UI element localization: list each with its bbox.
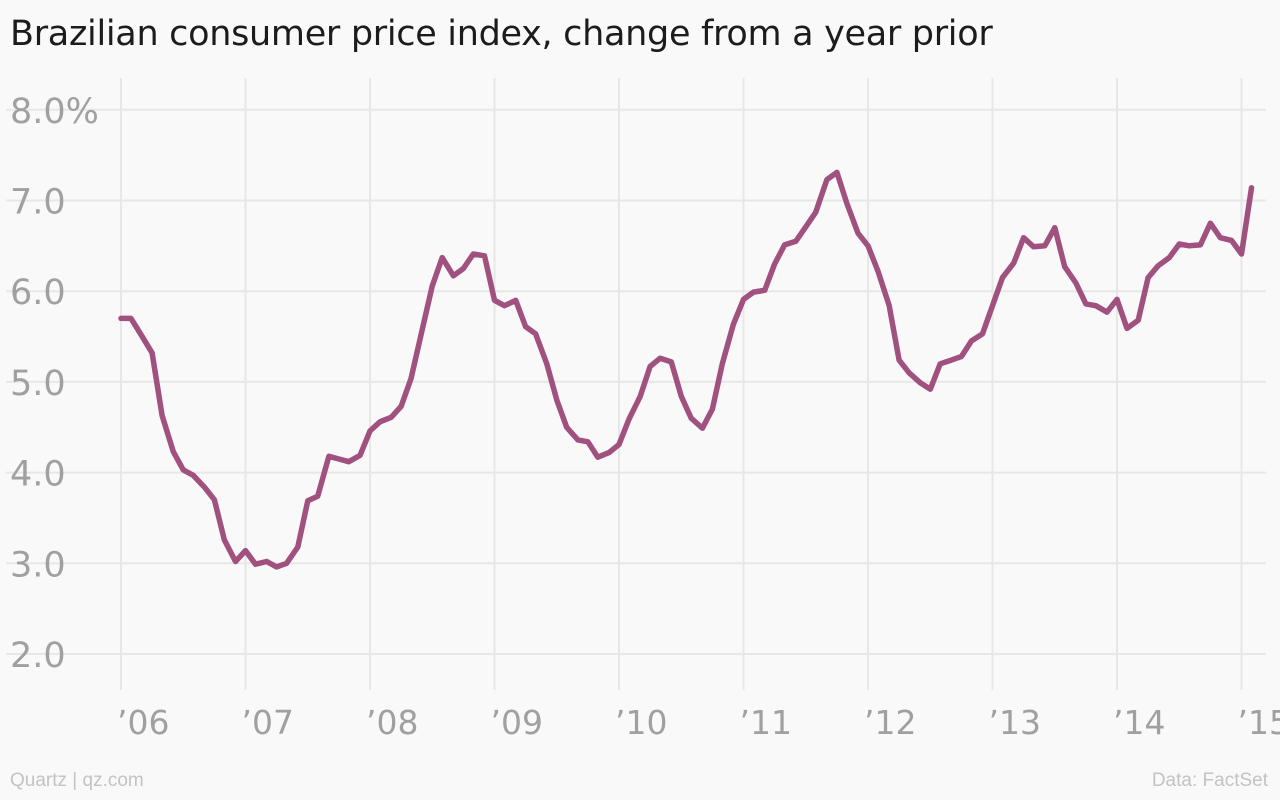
- horizontal-gridlines: [6, 108, 1266, 655]
- x-axis-tick-labels: ’06 ’07 ’08 ’09 ’10 ’11 ’12 ’13 ’14 ’15: [117, 703, 1280, 742]
- footer-source: Data: FactSet: [1151, 770, 1268, 791]
- footer-credit: Quartz | qz.com: [10, 770, 144, 791]
- x-tick-label: ’13: [989, 703, 1041, 742]
- vertical-gridlines: [120, 78, 1243, 690]
- x-tick-label: ’06: [117, 703, 169, 742]
- y-tick-label: 8.0%: [10, 92, 99, 132]
- x-tick-label: ’07: [242, 703, 294, 742]
- x-tick-label: ’14: [1113, 703, 1165, 742]
- y-tick-label: 3.0: [10, 545, 66, 585]
- x-tick-label: ’15: [1238, 703, 1280, 742]
- x-tick-label: ’09: [491, 703, 543, 742]
- y-tick-label: 5.0: [10, 364, 66, 404]
- x-tick-label: ’08: [366, 703, 418, 742]
- chart-title: Brazilian consumer price index, change f…: [10, 14, 993, 54]
- series-group: [118, 169, 1255, 570]
- y-tick-label: 7.0: [10, 183, 66, 223]
- x-tick-label: ’12: [864, 703, 916, 742]
- y-tick-label: 6.0: [10, 273, 66, 313]
- y-tick-label: 4.0: [10, 455, 66, 495]
- x-tick-label: ’10: [615, 703, 667, 742]
- x-tick-label: ’11: [740, 703, 792, 742]
- y-axis-tick-labels: 8.0% 7.0 6.0 5.0 4.0 3.0 2.0: [10, 92, 99, 676]
- series-line: [118, 169, 1255, 570]
- y-tick-label: 2.0: [10, 636, 66, 676]
